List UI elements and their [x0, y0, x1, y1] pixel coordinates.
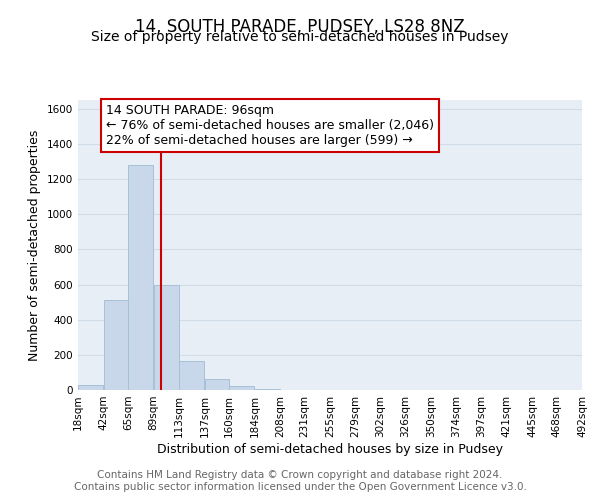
Text: Contains HM Land Registry data © Crown copyright and database right 2024.: Contains HM Land Registry data © Crown c… [97, 470, 503, 480]
Text: Contains public sector information licensed under the Open Government Licence v3: Contains public sector information licen… [74, 482, 526, 492]
Bar [104, 300, 128, 390]
X-axis label: Distribution of semi-detached houses by size in Pudsey: Distribution of semi-detached houses by … [157, 442, 503, 456]
Text: Size of property relative to semi-detached houses in Pudsey: Size of property relative to semi-detach… [91, 30, 509, 44]
Bar [229, 386, 254, 390]
Bar [255, 389, 280, 390]
Bar [205, 380, 229, 390]
Text: 14 SOUTH PARADE: 96sqm
← 76% of semi-detached houses are smaller (2,046)
22% of : 14 SOUTH PARADE: 96sqm ← 76% of semi-det… [106, 104, 434, 148]
Bar [154, 284, 179, 390]
Bar [128, 165, 153, 390]
Text: 14, SOUTH PARADE, PUDSEY, LS28 8NZ: 14, SOUTH PARADE, PUDSEY, LS28 8NZ [135, 18, 465, 36]
Bar [179, 361, 204, 390]
Bar [78, 384, 103, 390]
Y-axis label: Number of semi-detached properties: Number of semi-detached properties [28, 130, 41, 360]
